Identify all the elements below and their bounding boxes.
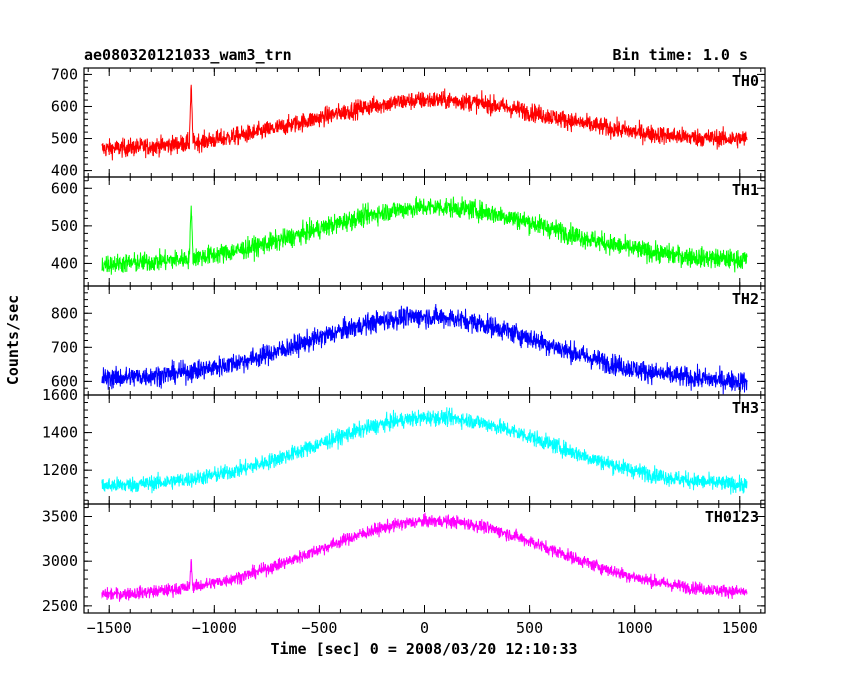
panel-frame [83,394,766,505]
x-tick-label: −500 [301,619,337,637]
y-tick-label: 700 [51,338,78,356]
y-tick-label: 600 [51,372,78,390]
x-tick-label: −1000 [192,619,237,637]
series-line-th0123 [101,512,748,602]
x-axis-label: Time [sec] 0 = 2008/03/20 12:10:33 [270,640,577,658]
y-tick-label: 1400 [42,424,78,442]
bin-time-label: Bin time: 1.0 s [613,46,748,64]
x-tick-label: 500 [516,619,543,637]
y-tick-label: 1200 [42,461,78,479]
x-tick-label: 1000 [617,619,653,637]
y-tick-label: 3000 [42,552,78,570]
series-line-th1 [101,196,748,275]
panel-th1: 400 500 600 TH1 [51,176,766,287]
chart-title: ae080320121033_wam3_trn [84,46,292,64]
y-axis-label: Counts/sec [4,295,22,385]
y-tick-label: 500 [51,130,78,148]
y-tick-label: 1600 [42,386,78,404]
x-tick-label: 1500 [722,619,758,637]
series-line-th0 [101,84,748,161]
y-tick-label: 400 [51,254,78,272]
panel-th3: 1200 1400 1600 TH3 [42,386,766,505]
y-tick-label: 2500 [42,597,78,615]
x-tick-label: 0 [420,619,429,637]
panel-name-th0: TH0 [732,72,759,90]
panel-name-th2: TH2 [732,290,759,308]
series-line-th3 [101,407,748,495]
panel-frame [83,176,766,287]
x-tick-label: −1500 [87,619,132,637]
panel-name-th1: TH1 [732,181,759,199]
panel-name-th0123: TH0123 [705,508,759,526]
y-tick-label: 800 [51,304,78,322]
y-tick-label: 600 [51,179,78,197]
y-tick-label: 700 [51,65,78,83]
y-tick-label: 3500 [42,508,78,526]
panel-name-th3: TH3 [732,399,759,417]
panel-th0123: 2500 3000 3500 TH0123 [42,503,766,615]
series-line-th2 [101,303,748,395]
y-tick-label: 500 [51,217,78,235]
y-tick-label: 400 [51,162,78,180]
panel-frame [83,67,766,178]
panel-th2: 600 700 800 TH2 [51,285,766,396]
y-tick-label: 600 [51,97,78,115]
panel-th0: 400 500 600 700 TH0 [51,65,766,180]
